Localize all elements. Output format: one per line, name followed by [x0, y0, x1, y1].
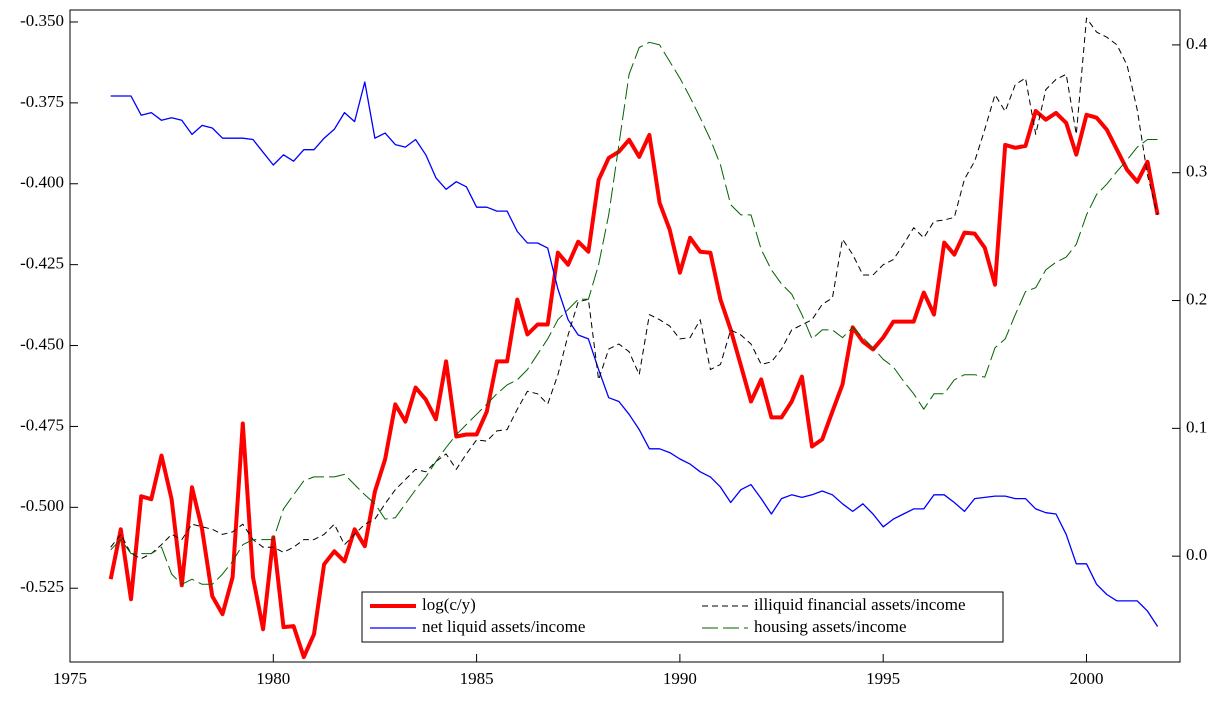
x-tick-label: 1990 [663, 669, 697, 688]
y-tick-label: -0.450 [20, 334, 64, 353]
x-tick-label: 2000 [1069, 669, 1103, 688]
y2-tick-label: 0.1 [1186, 417, 1207, 436]
legend-label: housing assets/income [754, 617, 907, 636]
series-line [110, 81, 1159, 627]
plot-frame [69, 9, 1181, 663]
y-tick-label: -0.500 [20, 496, 64, 515]
y2-tick-label: 0.4 [1186, 34, 1208, 53]
x-tick-label: 1995 [866, 669, 900, 688]
y2-tick-label: 0.3 [1186, 162, 1207, 181]
legend-label: log(c/y) [422, 595, 476, 614]
legend-box [361, 591, 1004, 643]
series-line [110, 41, 1158, 585]
y-tick-label: -0.525 [20, 577, 64, 596]
y-tick-label: -0.475 [20, 415, 64, 434]
series-line [110, 17, 1159, 560]
x-tick-label: 1985 [460, 669, 494, 688]
y2-tick-label: 0.2 [1186, 289, 1207, 308]
legend-label: net liquid assets/income [422, 617, 585, 636]
y-tick-label: -0.425 [20, 254, 64, 273]
series-line [108, 109, 1160, 660]
y-tick-label: -0.350 [20, 11, 64, 30]
y-tick-label: -0.400 [20, 173, 64, 192]
x-tick-label: 1980 [256, 669, 290, 688]
y-tick-label: -0.375 [20, 92, 64, 111]
x-tick-label: 1975 [53, 669, 87, 688]
legend-label: illiquid financial assets/income [754, 595, 966, 614]
y2-tick-label: 0.0 [1186, 545, 1207, 564]
